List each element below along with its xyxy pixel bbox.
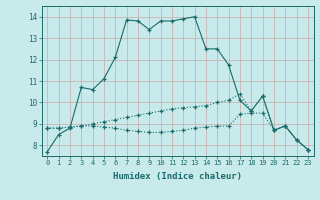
X-axis label: Humidex (Indice chaleur): Humidex (Indice chaleur) bbox=[113, 172, 242, 181]
